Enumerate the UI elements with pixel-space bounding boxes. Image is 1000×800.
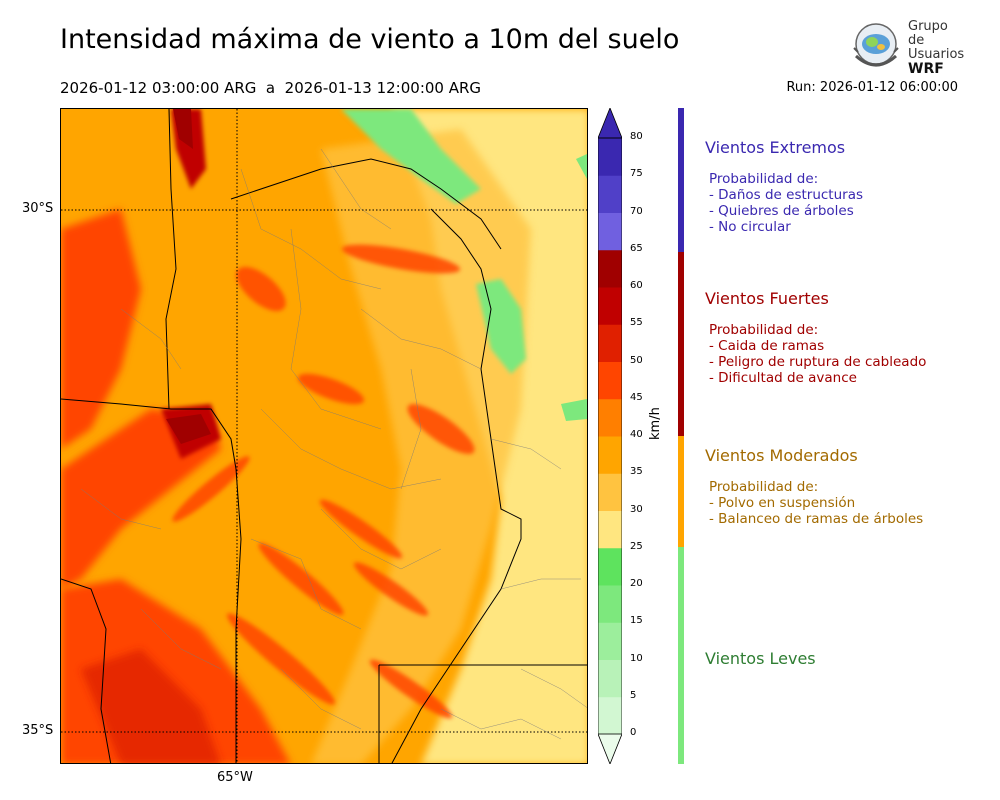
colorbar-bin	[598, 249, 622, 288]
category-line: - Quiebres de árboles	[709, 203, 854, 219]
colorbar-tick-label: 5	[630, 689, 637, 701]
band-fuertes	[678, 252, 684, 436]
colorbar-tick-label: 80	[630, 131, 643, 142]
colorbar-tick-label: 60	[630, 280, 643, 291]
lon-label-65w: 65°W	[217, 770, 253, 785]
category-moderados: Vientos Moderados Probabilidad de: - Pol…	[705, 446, 923, 527]
colorbar-bin	[598, 436, 622, 474]
colorbar-tick-label: 15	[630, 615, 643, 627]
category-body: Probabilidad de: - Daños de estructuras …	[705, 171, 863, 235]
colorbar-bin	[598, 473, 622, 511]
category-line: - Polvo en suspensión	[709, 495, 856, 511]
logo-text-line1: Grupo de	[908, 19, 948, 48]
colorbar-tick-label: 10	[630, 652, 643, 664]
colorbar-tick-label: 75	[630, 168, 643, 180]
colorbar-tick-label: 0	[630, 727, 637, 738]
colorbar-bin	[598, 659, 622, 698]
run-timestamp: Run: 2026-01-12 06:00:00	[786, 80, 958, 95]
category-extremos: Vientos Extremos Probabilidad de: - Daño…	[705, 138, 863, 235]
colorbar-tick-label: 20	[630, 578, 643, 589]
colorbar-tick-label: 45	[630, 391, 643, 403]
category-line: Probabilidad de:	[709, 322, 819, 338]
colorbar-tick-label: 55	[630, 317, 643, 329]
colorbar-bin	[598, 324, 622, 362]
colorbar-bin	[598, 361, 622, 400]
colorbar-tick-label: 65	[630, 242, 643, 254]
category-line: - Dificultad de avance	[709, 370, 857, 386]
grupo-usuarios-wrf-logo: Grupo de Usuarios WRF	[848, 18, 968, 77]
category-line: - Daños de estructuras	[709, 187, 864, 203]
band-moderados	[678, 436, 684, 547]
colorbar-under-triangle	[598, 733, 622, 764]
category-line: - No circular	[709, 219, 791, 235]
colorbar-tick-label: 70	[630, 205, 643, 217]
colorbar-unit-label: km/h	[648, 407, 663, 440]
colorbar-bin	[598, 622, 622, 660]
forecast-period: 2026-01-12 03:00:00 ARG a 2026-01-13 12:…	[60, 79, 482, 97]
category-fuertes: Vientos Fuertes Probabilidad de: - Caida…	[705, 289, 926, 386]
colorbar-bin	[598, 212, 622, 251]
colorbar-bin	[598, 287, 622, 325]
logo-text-line3: WRF	[908, 61, 944, 77]
category-title: Vientos Extremos	[705, 138, 846, 157]
logo-text-line2: Usuarios	[908, 47, 965, 62]
colorbar-bin	[598, 547, 622, 586]
colorbar-tick-label: 25	[630, 540, 643, 552]
colorbar-bin	[598, 696, 622, 735]
colorbar-tick-label: 30	[630, 503, 643, 515]
category-line: - Peligro de ruptura de cableado	[709, 354, 927, 370]
category-line: - Caida de ramas	[709, 338, 825, 354]
lat-label-35s: 35°S	[22, 723, 54, 738]
colorbar-frame	[598, 137, 622, 735]
category-line: - Balanceo de ramas de árboles	[709, 511, 924, 527]
category-body: Probabilidad de: - Polvo en suspensión -…	[705, 479, 923, 527]
colorbar-bin	[598, 138, 622, 176]
colorbar-over-triangle	[598, 108, 622, 139]
category-line: Probabilidad de:	[709, 479, 819, 495]
colorbar-bin	[598, 510, 622, 549]
colorbar-bin	[598, 398, 622, 437]
globe-logo-icon	[853, 23, 899, 67]
colorbar-bin	[598, 585, 622, 623]
colorbar-tick-label: 35	[630, 466, 643, 478]
colorbar-tick-label: 40	[630, 429, 643, 440]
band-extremos	[678, 108, 684, 252]
colorbar-bin	[598, 175, 622, 213]
category-title: Vientos Leves	[705, 649, 816, 668]
colorbar	[598, 108, 622, 764]
category-leves: Vientos Leves	[705, 649, 816, 668]
wind-map	[60, 108, 588, 764]
category-title: Vientos Moderados	[705, 446, 858, 465]
lat-label-30s: 30°S	[22, 201, 54, 216]
colorbar-tick-label: 50	[630, 354, 643, 366]
band-leves	[678, 547, 684, 764]
category-body: Probabilidad de: - Caida de ramas - Peli…	[705, 322, 926, 386]
wind-field-map	[61, 109, 587, 763]
category-line: Probabilidad de:	[709, 171, 819, 187]
category-title: Vientos Fuertes	[705, 289, 829, 308]
chart-title: Intensidad máxima de viento a 10m del su…	[60, 24, 680, 55]
